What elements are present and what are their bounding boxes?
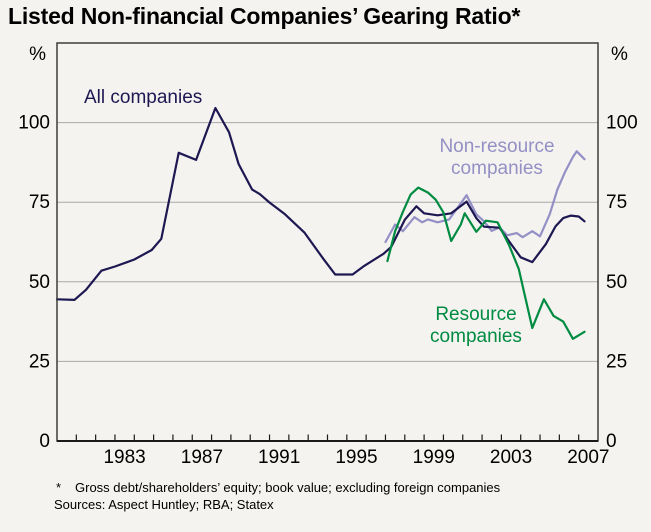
x-label-1999: 1999: [413, 447, 455, 468]
x-label-1983: 1983: [103, 447, 145, 468]
chart-title: Listed Non-financial Companies’ Gearing …: [8, 3, 521, 29]
y-label-right-100: 100: [606, 113, 638, 134]
resource-companies-label-line1: Resource: [435, 304, 516, 325]
sources-line: Sources: Aspect Huntley; RBA; Statex: [54, 497, 274, 512]
unit-left: %: [29, 44, 46, 65]
x-label-1995: 1995: [335, 447, 377, 468]
non-resource-companies-label-line1: Non-resource: [439, 136, 554, 157]
x-label-2003: 2003: [490, 447, 532, 468]
all-companies-label-line1: All companies: [84, 87, 202, 108]
x-label-2007: 2007: [567, 447, 609, 468]
resource-companies-label-line2: companies: [430, 326, 522, 347]
x-label-1991: 1991: [258, 447, 300, 468]
y-label-right-25: 25: [606, 351, 627, 372]
y-label-left-0: 0: [39, 431, 50, 452]
footnote-text: Gross debt/shareholders’ equity; book va…: [75, 480, 501, 495]
y-label-left-75: 75: [29, 192, 50, 213]
non-resource-companies-line: [384, 150, 586, 244]
y-label-left-100: 100: [18, 113, 50, 134]
non-resource-companies-label-line2: companies: [451, 158, 543, 179]
y-label-right-50: 50: [606, 272, 627, 293]
all-companies-line: [55, 106, 586, 301]
footnote-marker: *: [56, 480, 62, 495]
unit-right: %: [611, 44, 628, 65]
y-label-left-50: 50: [29, 272, 50, 293]
y-label-right-0: 0: [606, 431, 617, 452]
resource-companies-line: [386, 186, 586, 340]
y-label-right-75: 75: [606, 192, 627, 213]
x-label-1987: 1987: [181, 447, 223, 468]
y-label-left-25: 25: [29, 351, 50, 372]
